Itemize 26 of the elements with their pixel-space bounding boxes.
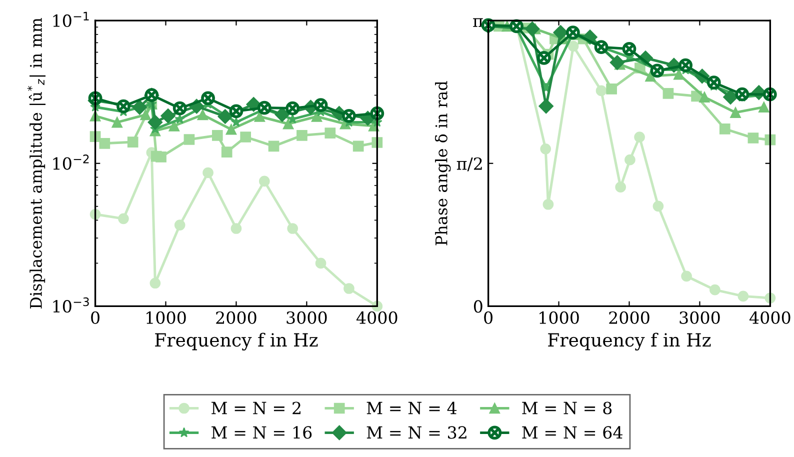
legend-label: M = N = 16 [212,426,312,439]
legend-label: M = N = 32 [366,426,466,439]
x-tick-label: 1000 [540,311,579,324]
legend-label: M = N = 64 [522,426,622,439]
x-tick-label: 4000 [749,311,790,324]
x-tick-label: 0 [91,311,100,324]
y-axis-title: Phase angle δ in rad [434,81,451,246]
y-tick-label: 10$^{−1}$ [53,12,89,28]
x-axis-title: Frequency f in Hz [155,332,318,350]
y-tick-label: π [473,18,483,27]
x-tick-label: 4000 [356,311,398,324]
legend-label: M = N = 4 [366,402,457,414]
x-tick-label: 1000 [146,311,186,324]
y-axis-title: Displacement amplitude |û$^{*}$$_{z}$| in mm [27,18,46,308]
y-tick-label: π/2 [456,157,482,172]
y-tick-label: 10$^{−2}$ [53,154,89,170]
y-tick-label: 0 [474,300,482,313]
x-tick-label: 2000 [216,311,256,324]
x-tick-label: 3000 [680,311,720,324]
y-tick-label: 10$^{−3}$ [53,297,89,313]
x-tick-label: 3000 [286,311,327,324]
legend-label: M = N = 8 [522,402,612,414]
x-tick-label: 0 [484,311,493,324]
legend-label: M = N = 2 [212,402,300,414]
x-axis-title: Frequency f in Hz [548,332,711,350]
x-tick-label: 2000 [609,311,650,324]
